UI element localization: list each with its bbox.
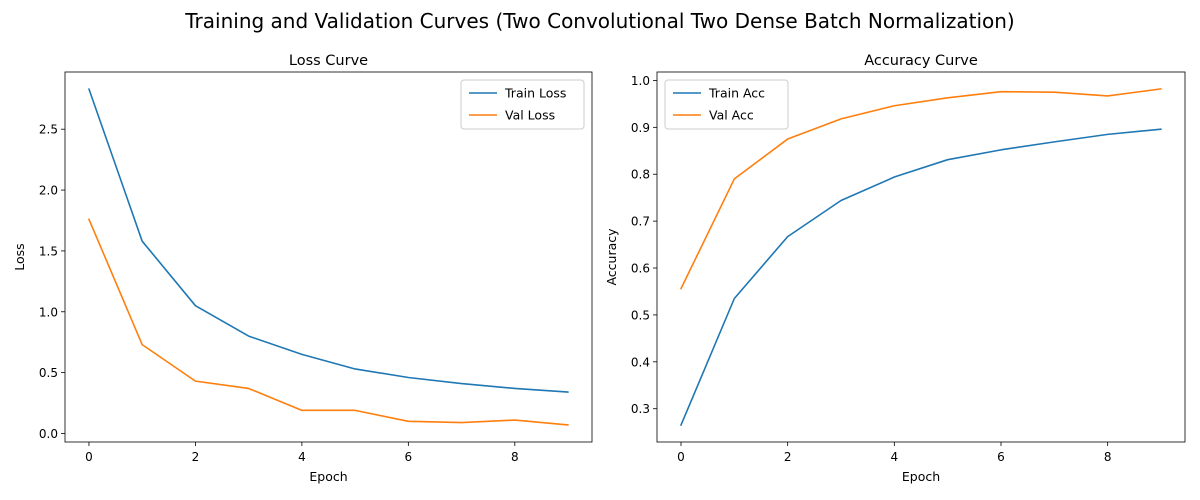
accuracy-chart: Accuracy Curve 0 2 4 6 8 0.3 0.4 0.5 0.6 0.7 0.8 0.9… (604, 53, 1186, 484)
y-tick-label: 0.0 (39, 427, 58, 441)
y-tick-label: 1.5 (39, 244, 58, 258)
legend-label: Val Acc (709, 108, 754, 123)
legend: Train Acc Val Acc (664, 79, 789, 130)
y-axis-label: Loss (12, 243, 27, 270)
y-tick-label: 0.7 (631, 215, 650, 229)
y-tick-label: 0.3 (631, 402, 650, 416)
x-tick-label: 8 (1104, 450, 1112, 464)
x-tick-label: 4 (298, 450, 306, 464)
x-tick-label: 6 (997, 450, 1005, 464)
y-tick-label: 0.5 (39, 366, 58, 380)
series-line-val-acc (680, 88, 1162, 290)
y-tick-label: 1.0 (631, 74, 650, 88)
y-tick-label: 0.8 (631, 168, 650, 182)
subplot-title: Accuracy Curve (864, 53, 978, 69)
x-tick-label: 4 (891, 450, 899, 464)
x-tick-label: 2 (192, 450, 200, 464)
x-tick-label: 2 (784, 450, 792, 464)
loss-chart: Loss Curve 0 2 4 6 8 0.0 0.5 1.0 1.5 2.0 2.5 Epoch Lo… (12, 53, 593, 484)
x-tick-label: 0 (85, 450, 93, 464)
subplot-title: Loss Curve (289, 53, 368, 69)
legend: Train Loss Val Loss (460, 79, 585, 130)
y-tick-label: 0.5 (631, 308, 650, 322)
legend-label: Val Loss (505, 108, 555, 123)
figure-title: Training and Validation Curves (Two Conv… (184, 9, 1014, 33)
y-tick-label: 2.0 (39, 184, 58, 198)
series-line-train-acc (680, 128, 1162, 426)
x-tick-label: 0 (677, 450, 685, 464)
y-axis-label: Accuracy (604, 228, 619, 286)
axes-frame (64, 71, 593, 443)
y-tick-label: 1.0 (39, 305, 58, 319)
y-tick-label: 0.4 (631, 355, 650, 369)
y-tick-label: 0.6 (631, 262, 650, 276)
x-axis-label: Epoch (902, 469, 940, 484)
x-tick-label: 8 (511, 450, 519, 464)
axes-frame (656, 71, 1186, 443)
y-tick-label: 0.9 (631, 121, 650, 135)
y-tick-label: 2.5 (39, 123, 58, 137)
series-line-train-loss (88, 88, 569, 393)
legend-label: Train Acc (708, 86, 765, 101)
x-tick-label: 6 (405, 450, 413, 464)
legend-label: Train Loss (504, 86, 566, 101)
series-line-val-loss (88, 218, 569, 426)
x-axis-label: Epoch (309, 469, 347, 484)
